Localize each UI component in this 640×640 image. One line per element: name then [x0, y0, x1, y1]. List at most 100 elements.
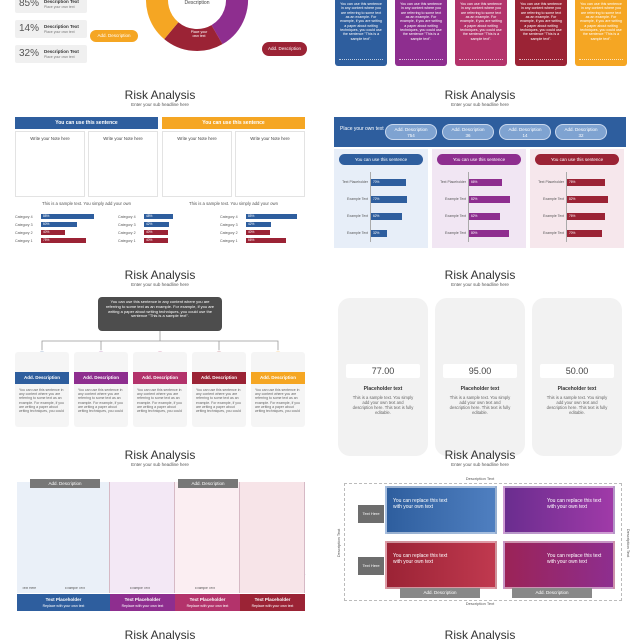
- card-text: You can use this sentence in any content…: [196, 388, 241, 413]
- bar: 32%: [371, 230, 387, 237]
- axis-label: Example Text: [130, 587, 150, 590]
- row-label: Example Text: [543, 197, 564, 201]
- frame: [344, 483, 622, 601]
- frame-label: Description Text: [624, 503, 630, 583]
- donut-segment: [164, 21, 223, 51]
- item-title: Description Text: [44, 0, 79, 4]
- category-label: Category 3: [118, 223, 136, 227]
- dot-label: 50%: [68, 183, 77, 187]
- bar: 75%: [41, 238, 86, 243]
- card-dots: [339, 59, 383, 61]
- meter-text: This is a sample text. You simply add yo…: [352, 395, 414, 416]
- category-label: Category 3: [15, 223, 33, 227]
- bottom-card: [110, 594, 175, 611]
- slide-subtitle: Enter your sub headline here: [131, 462, 189, 467]
- segment-text: Place your own text: [190, 30, 208, 39]
- dot-label: 50%: [95, 183, 104, 187]
- note: Write your Note here: [30, 136, 70, 141]
- column-header: You can use this sentence: [339, 154, 423, 165]
- bar: 76%: [567, 213, 605, 220]
- pill-value: 754: [407, 133, 415, 138]
- header-bar: You can use this sentence: [15, 117, 158, 129]
- card-text: You can use this sentence in any content…: [78, 388, 123, 413]
- axis-line: [370, 172, 371, 242]
- pill-value: 14: [522, 133, 528, 138]
- category-label: Category 3: [220, 223, 238, 227]
- pill-label: Add. Description: [564, 127, 598, 132]
- meter-label: Placeholder text: [460, 386, 500, 392]
- card-label: Add. Description: [15, 372, 69, 384]
- card-label: Add. Description: [74, 372, 128, 384]
- pill: [555, 124, 607, 140]
- card-label: Add. Description: [251, 372, 305, 384]
- meter-label: Placeholder text: [557, 386, 597, 392]
- dot-label: 50%: [141, 183, 150, 187]
- bar: 82%: [469, 196, 510, 203]
- gauge-card: [88, 131, 158, 197]
- header-text: Place your own text: [340, 126, 384, 132]
- row-label: Example Text: [445, 231, 466, 235]
- connector: [41, 331, 279, 351]
- pill: [385, 124, 437, 140]
- bar: 60%: [41, 222, 77, 227]
- pill-value: 36: [465, 133, 471, 138]
- gauge-card: [15, 131, 85, 197]
- slide-subtitle: Enter your sub headline here: [451, 282, 509, 287]
- donut-segment: [146, 0, 179, 40]
- bar: 70%: [567, 230, 602, 237]
- slide-title: Risk Analysis: [444, 448, 516, 462]
- header-bar: You can use this sentence: [162, 117, 305, 129]
- slide-title: Risk Analysis: [444, 268, 516, 282]
- card: [192, 352, 246, 427]
- donut-center: [169, 0, 225, 28]
- tile: [385, 541, 497, 589]
- tile-text: You can replace this text with your own …: [547, 553, 602, 565]
- bottom-card: [17, 594, 110, 611]
- donut-segment: [210, 0, 248, 45]
- axis-line: [566, 172, 567, 242]
- donut-label: Description: [184, 0, 210, 6]
- bar: 62%: [469, 213, 500, 220]
- bar: 40%: [144, 238, 168, 243]
- bottom-card: [175, 594, 240, 611]
- category-label: Category 2: [118, 231, 136, 235]
- card: [575, 0, 627, 66]
- card-dots: [519, 59, 563, 61]
- tile-text: You can replace this text with your own …: [547, 498, 602, 510]
- sample-text: This is a sample text. You simply add yo…: [188, 201, 279, 206]
- frame-label: Description Text: [440, 602, 520, 608]
- note: Write your Note here: [250, 136, 290, 141]
- item-text: Place your own text: [44, 55, 75, 59]
- card-title: Text Placeholder: [189, 597, 226, 602]
- axis-line: [468, 172, 469, 242]
- card-text: You can use this sentence in any content…: [400, 2, 442, 41]
- chart-column: [110, 482, 175, 593]
- axis-label: Text Here: [22, 587, 37, 590]
- item-title: Description Text: [44, 24, 79, 29]
- category-label: Category 2: [15, 231, 33, 235]
- category-label: Category 1: [15, 239, 33, 243]
- bar: 42%: [246, 222, 272, 227]
- item-text: Place your own text: [44, 30, 75, 34]
- bar: 42%: [144, 222, 170, 227]
- dot-label: 50%: [169, 183, 178, 187]
- card: [74, 352, 128, 427]
- card: [335, 0, 387, 66]
- side-label: Text Here: [358, 557, 384, 575]
- bottom-card: [240, 594, 305, 611]
- card-label: Add. Description: [133, 372, 187, 384]
- top-label: Add. Description: [30, 479, 100, 488]
- card-dots: [579, 59, 623, 61]
- meter-value: 77.00: [346, 364, 420, 378]
- axis-label: Example Text: [65, 587, 85, 590]
- row-label: Text Placeholder: [342, 180, 368, 184]
- card-text: Replace with your own text: [121, 604, 164, 608]
- tile-text: You can replace this text with your own …: [393, 553, 448, 565]
- row-label: Example Text: [347, 197, 368, 201]
- frame-label: Description Text: [337, 503, 343, 583]
- card-dots: [459, 59, 503, 61]
- item-text: Place your own text: [44, 5, 75, 9]
- slide-subtitle: Enter your sub headline here: [451, 102, 509, 107]
- bar: 62%: [371, 213, 402, 220]
- card-text: Replace with your own text: [186, 604, 229, 608]
